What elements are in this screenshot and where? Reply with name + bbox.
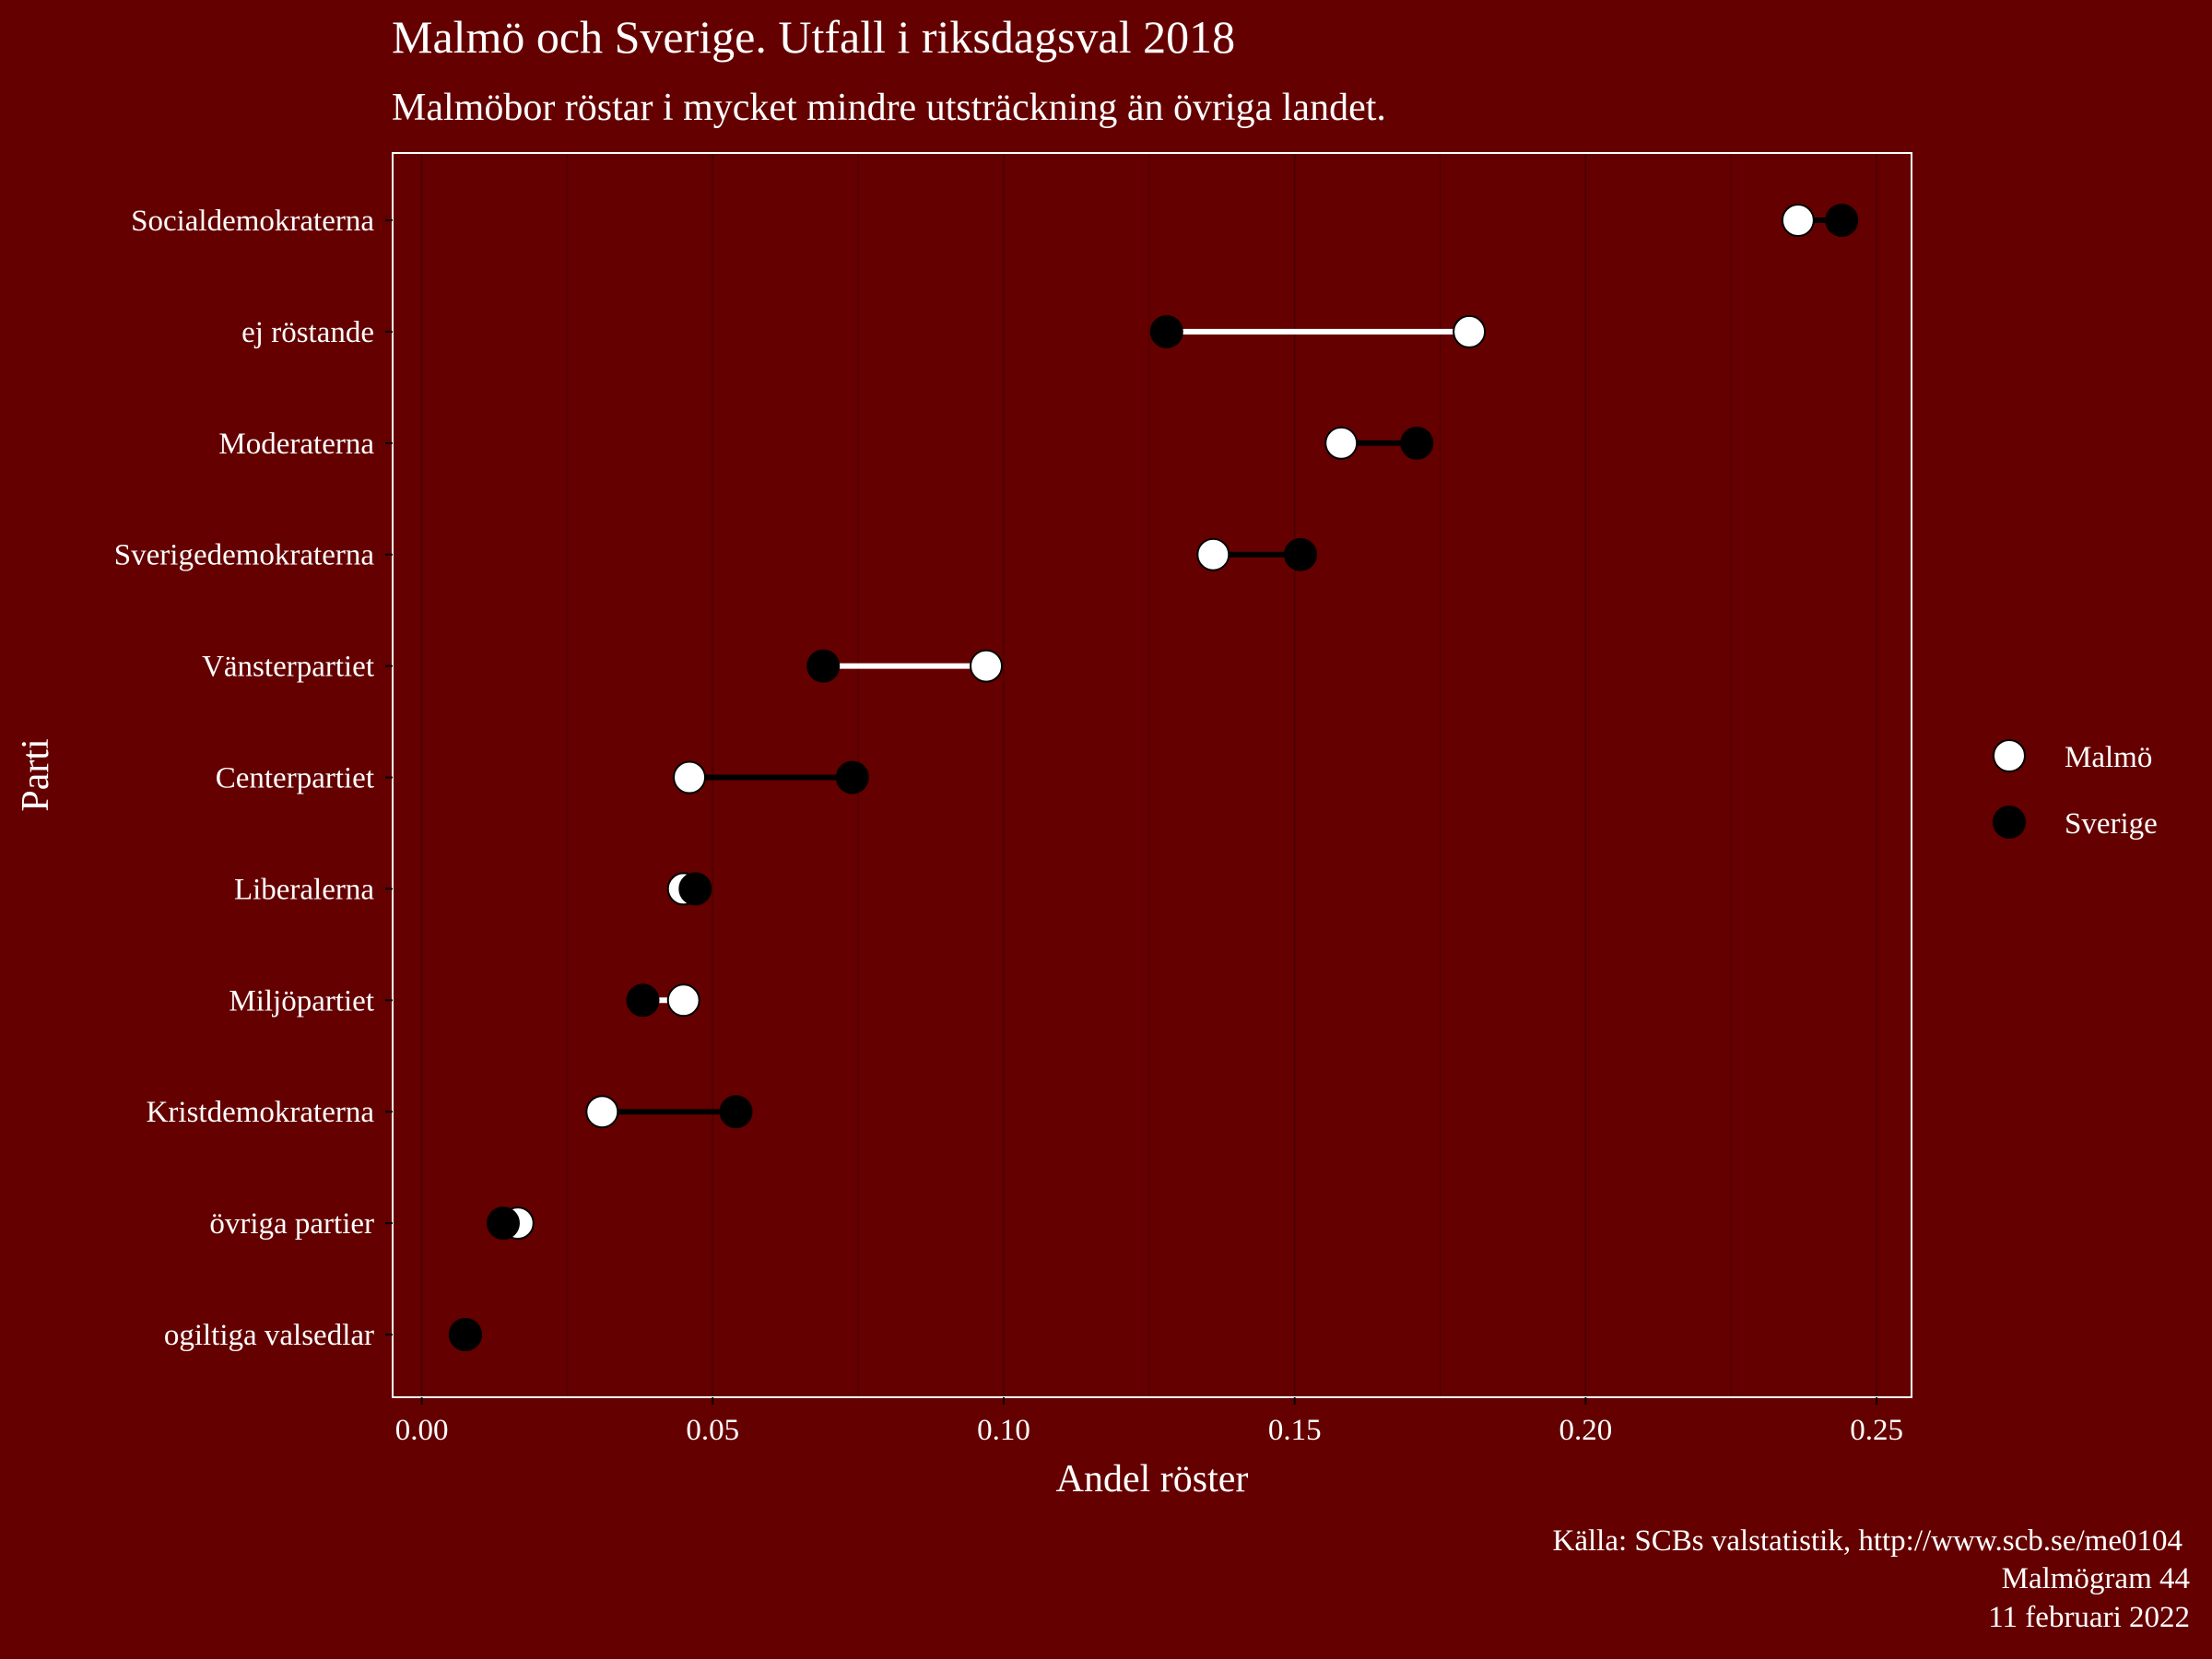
y-tick-label-socialdemokraterna: Socialdemokraterna: [131, 205, 374, 238]
point-malmo-socialdemokraterna: [1781, 204, 1815, 237]
point-sverige-moderaterna: [1400, 426, 1434, 460]
point-malmo-moderaterna: [1324, 426, 1359, 460]
point-malmo-vansterpartiet: [970, 649, 1004, 683]
chart-title: Malmö och Sverige. Utfall i riksdagsval …: [392, 11, 1235, 63]
x-tick-label-0: 0.00: [395, 1414, 449, 1447]
x-tick-label-4: 0.20: [1559, 1414, 1613, 1447]
chart-subtitle: Malmöbor röstar i mycket mindre utsträck…: [392, 87, 1386, 129]
point-malmo-miljopartiet: [666, 983, 700, 1018]
point-sverige-socialdemokraterna: [1825, 204, 1859, 237]
y-tick-label-ogiltiga-valsedlar: ogiltiga valsedlar: [164, 1319, 374, 1352]
legend-key-sverige: [1993, 806, 2026, 839]
point-malmo-kristdemokraterna: [585, 1095, 619, 1129]
point-sverige-ogiltiga-valsedlar: [448, 1318, 482, 1351]
x-tick-label-5: 0.25: [1850, 1414, 1903, 1447]
point-sverige-ej-rostande: [1149, 314, 1183, 348]
x-tick-label-1: 0.05: [686, 1414, 739, 1447]
point-sverige-ovriga-partier: [486, 1206, 520, 1241]
y-axis-title: Parti: [15, 738, 57, 811]
y-tick-label-kristdemokraterna: Kristdemokraterna: [147, 1096, 375, 1129]
caption-series: Malmögram 44: [2002, 1562, 2190, 1595]
caption-source: Källa: SCBs valstatistik, http://www.scb…: [1553, 1524, 2183, 1558]
x-axis-ticks: 0.00 0.05 0.10 0.15 0.20 0.25: [395, 1397, 1903, 1447]
point-sverige-liberalerna: [678, 872, 712, 906]
data-points: [448, 204, 1859, 1351]
point-malmo-sverigedemokraterna: [1196, 537, 1230, 571]
point-sverige-sverigedemokraterna: [1284, 537, 1318, 571]
legend-label-sverige: Sverige: [2065, 807, 2158, 841]
legend-label-malmo: Malmö: [2065, 741, 2152, 774]
y-tick-label-ej-rostande: ej röstande: [241, 316, 374, 349]
grid-layer: [420, 153, 1877, 1397]
y-tick-label-vansterpartiet: Vänsterpartiet: [202, 651, 374, 684]
legend-key-malmo: [1993, 739, 2026, 772]
connector-lines: [502, 218, 1842, 1227]
point-sverige-kristdemokraterna: [719, 1095, 753, 1129]
x-axis-title: Andel röster: [1056, 1458, 1249, 1500]
point-sverige-miljopartiet: [626, 983, 660, 1018]
y-tick-label-sverigedemokraterna: Sverigedemokraterna: [114, 539, 375, 572]
y-tick-label-ovriga-partier: övriga partier: [209, 1207, 374, 1241]
x-tick-label-3: 0.15: [1268, 1414, 1322, 1447]
point-malmo-ej-rostande: [1453, 314, 1487, 348]
x-tick-label-2: 0.10: [977, 1414, 1030, 1447]
y-axis-ticks: Socialdemokraterna ej röstande Moderaterna…: [114, 205, 393, 1352]
point-sverige-vansterpartiet: [806, 649, 841, 683]
y-tick-label-liberalerna: Liberalerna: [234, 873, 374, 906]
point-sverige-centerpartiet: [835, 760, 869, 794]
y-tick-label-miljopartiet: Miljöpartiet: [229, 984, 374, 1018]
point-malmo-centerpartiet: [673, 760, 707, 794]
caption-date: 11 februari 2022: [1988, 1601, 2190, 1634]
y-tick-label-centerpartiet: Centerpartiet: [216, 762, 374, 795]
legend: Malmö Sverige: [1993, 739, 2158, 841]
y-tick-label-moderaterna: Moderaterna: [218, 428, 374, 461]
panel-border: [392, 152, 1912, 1398]
